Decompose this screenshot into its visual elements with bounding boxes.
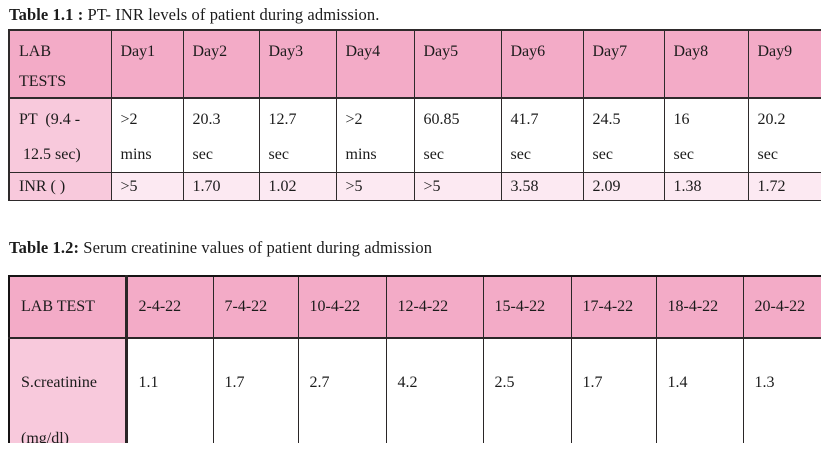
table1-header-day4: Day4	[335, 29, 415, 99]
table2-header-row: LAB TEST 2-4-22 7-4-22 10-4-22 12-4-22 1…	[8, 275, 821, 339]
inr-value-day3: 1.02	[258, 172, 337, 201]
inr-value-day9: 1.72	[747, 172, 821, 201]
pt-value-day8: 16 sec	[663, 97, 749, 173]
table2-header-date2: 7-4-22	[212, 275, 299, 339]
table1-header-day3: Day3	[258, 29, 337, 99]
table1-header-day2: Day2	[182, 29, 260, 99]
creatinine-table: LAB TEST 2-4-22 7-4-22 10-4-22 12-4-22 1…	[8, 275, 821, 443]
table2-header-date8: 20-4-22	[742, 275, 821, 339]
pt-value-day4: >2 mins	[335, 97, 415, 173]
pt-row: PT (9.4 - 12.5 sec) >2 mins 20.3 sec 12.…	[8, 97, 821, 173]
inr-value-day2: 1.70	[182, 172, 260, 201]
creatinine-value-5: 2.5	[482, 337, 572, 443]
pt-value-day3: 12.7 sec	[258, 97, 337, 173]
table1-header-day7: Day7	[582, 29, 665, 99]
inr-value-day4: >5	[335, 172, 415, 201]
pt-inr-table-container: LAB TESTS Day1 Day2 Day3 Day4 Day5 Day6 …	[8, 29, 821, 201]
pt-value-day5: 60.85 sec	[413, 97, 502, 173]
table1-header-day8: Day8	[663, 29, 749, 99]
pt-value-day2: 20.3 sec	[182, 97, 260, 173]
table2-caption-text: Serum creatinine values of patient durin…	[79, 238, 433, 257]
table2-header-date6: 17-4-22	[570, 275, 657, 339]
table2-header-date1: 2-4-22	[125, 275, 214, 339]
table2-header-date4: 12-4-22	[385, 275, 484, 339]
table1-header-day1: Day1	[110, 29, 184, 99]
inr-value-day7: 2.09	[582, 172, 665, 201]
table1-caption-number: Table 1.1 :	[9, 5, 84, 24]
inr-value-day6: 3.58	[500, 172, 584, 201]
inr-value-day1: >5	[110, 172, 184, 201]
inr-row: INR ( ) >5 1.70 1.02 >5 >5 3.58 2.09 1.3…	[8, 172, 821, 201]
table1-header-day6: Day6	[500, 29, 584, 99]
table2-header-date3: 10-4-22	[297, 275, 387, 339]
table1-header-day5: Day5	[413, 29, 502, 99]
creatinine-row: S.creatinine (mg/dl) 1.1 1.7 2.7 4.2 2.5…	[8, 337, 821, 443]
creatinine-table-container: LAB TEST 2-4-22 7-4-22 10-4-22 12-4-22 1…	[8, 275, 821, 443]
table2-header-date5: 15-4-22	[482, 275, 572, 339]
inr-value-day8: 1.38	[663, 172, 749, 201]
table2-caption: Table 1.2: Serum creatinine values of pa…	[9, 238, 432, 258]
table1-caption-text: PT- INR levels of patient during admissi…	[83, 5, 380, 24]
table1-header-row: LAB TESTS Day1 Day2 Day3 Day4 Day5 Day6 …	[8, 29, 821, 99]
table1-header-lab-tests: LAB TESTS	[8, 29, 112, 99]
inr-value-day5: >5	[413, 172, 502, 201]
pt-value-day9: 20.2 sec	[747, 97, 821, 173]
table2-header-date7: 18-4-22	[655, 275, 744, 339]
creatinine-value-4: 4.2	[385, 337, 484, 443]
creatinine-value-6: 1.7	[570, 337, 657, 443]
table2-caption-number: Table 1.2:	[9, 238, 80, 257]
inr-row-label: INR ( )	[8, 172, 112, 201]
pt-row-label: PT (9.4 - 12.5 sec)	[8, 97, 112, 173]
pt-value-day7: 24.5 sec	[582, 97, 665, 173]
creatinine-value-8: 1.3	[742, 337, 821, 443]
table2-header-lab-test: LAB TEST	[8, 275, 128, 339]
table1-header-day9: Day9	[747, 29, 821, 99]
creatinine-value-3: 2.7	[297, 337, 387, 443]
creatinine-value-2: 1.7	[212, 337, 299, 443]
creatinine-row-label: S.creatinine (mg/dl)	[8, 337, 128, 443]
pt-value-day1: >2 mins	[110, 97, 184, 173]
creatinine-value-1: 1.1	[125, 337, 214, 443]
creatinine-value-7: 1.4	[655, 337, 744, 443]
pt-inr-table: LAB TESTS Day1 Day2 Day3 Day4 Day5 Day6 …	[8, 29, 821, 201]
table1-caption: Table 1.1 : PT- INR levels of patient du…	[9, 5, 379, 25]
pt-value-day6: 41.7 sec	[500, 97, 584, 173]
